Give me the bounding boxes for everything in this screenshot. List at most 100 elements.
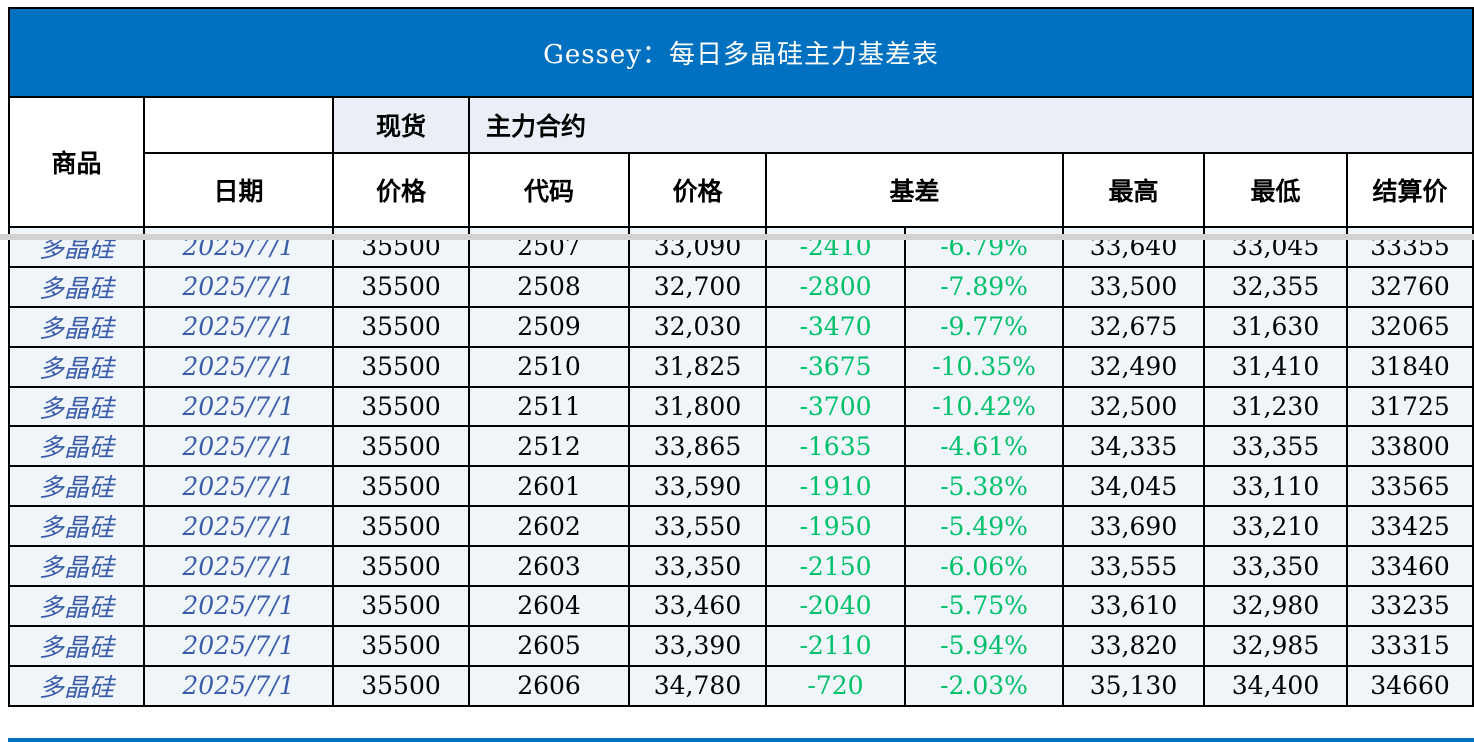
cell-price[interactable]: 33,865 <box>628 425 767 468</box>
cell-date[interactable]: 2025/7/1 <box>143 664 334 707</box>
cell-spot-price[interactable]: 35500 <box>332 265 470 308</box>
cell-basis[interactable]: -3470 <box>765 305 906 348</box>
cell-code[interactable]: 2603 <box>468 545 630 588</box>
header-spot-price[interactable]: 价格 <box>332 152 470 228</box>
header-code[interactable]: 代码 <box>468 152 630 228</box>
cell-date[interactable]: 2025/7/1 <box>143 425 334 468</box>
cell-low[interactable]: 33,210 <box>1203 505 1348 548</box>
cell-code[interactable]: 2602 <box>468 505 630 548</box>
cell-low[interactable]: 31,230 <box>1203 385 1348 428</box>
cell-low[interactable]: 31,410 <box>1203 345 1348 388</box>
cell-basis-pct[interactable]: -5.94% <box>904 624 1064 667</box>
cell-date[interactable]: 2025/7/1 <box>143 385 334 428</box>
cell-high[interactable]: 33,820 <box>1062 624 1205 667</box>
cell-basis-pct[interactable]: -6.06% <box>904 545 1064 588</box>
cell-date[interactable]: 2025/7/1 <box>143 265 334 308</box>
cell-spot-price[interactable]: 35500 <box>332 385 470 428</box>
cell-code[interactable]: 2509 <box>468 305 630 348</box>
cell-settle[interactable]: 33565 <box>1345 465 1474 508</box>
header-high[interactable]: 最高 <box>1062 152 1205 228</box>
cell-price[interactable]: 31,825 <box>628 345 767 388</box>
cell-basis-pct[interactable]: -6.79% <box>904 226 1064 268</box>
cell-commodity[interactable]: 多晶硅 <box>8 425 145 468</box>
cell-settle[interactable]: 32065 <box>1345 305 1474 348</box>
cell-high[interactable]: 33,500 <box>1062 265 1205 308</box>
cell-low[interactable]: 34,400 <box>1203 664 1348 707</box>
cell-settle[interactable]: 33355 <box>1345 226 1474 268</box>
cell-high[interactable]: 33,555 <box>1062 545 1205 588</box>
cell-high[interactable]: 32,675 <box>1062 305 1205 348</box>
header-price[interactable]: 价格 <box>628 152 767 228</box>
cell-low[interactable]: 32,980 <box>1203 585 1348 627</box>
cell-commodity[interactable]: 多晶硅 <box>8 624 145 667</box>
cell-basis[interactable]: -2150 <box>765 545 906 588</box>
cell-commodity[interactable]: 多晶硅 <box>8 664 145 707</box>
header-commodity[interactable]: 商品 <box>8 96 145 228</box>
cell-basis-pct[interactable]: -5.49% <box>904 505 1064 548</box>
cell-basis-pct[interactable]: -10.35% <box>904 345 1064 388</box>
cell-spot-price[interactable]: 35500 <box>332 585 470 627</box>
cell-commodity[interactable]: 多晶硅 <box>8 345 145 388</box>
cell-date[interactable]: 2025/7/1 <box>143 505 334 548</box>
cell-price[interactable]: 33,390 <box>628 624 767 667</box>
cell-code[interactable]: 2512 <box>468 425 630 468</box>
cell-basis[interactable]: -2040 <box>765 585 906 627</box>
cell-settle[interactable]: 33460 <box>1345 545 1474 588</box>
cell-basis[interactable]: -2110 <box>765 624 906 667</box>
cell-low[interactable]: 33,045 <box>1203 226 1348 268</box>
cell-basis[interactable]: -2410 <box>765 226 906 268</box>
cell-spot-price[interactable]: 35500 <box>332 425 470 468</box>
cell-high[interactable]: 32,490 <box>1062 345 1205 388</box>
cell-price[interactable]: 33,090 <box>628 226 767 268</box>
cell-low[interactable]: 32,355 <box>1203 265 1348 308</box>
cell-basis[interactable]: -3675 <box>765 345 906 388</box>
cell-low[interactable]: 32,985 <box>1203 624 1348 667</box>
cell-high[interactable]: 34,335 <box>1062 425 1205 468</box>
cell-price[interactable]: 32,030 <box>628 305 767 348</box>
cell-low[interactable]: 31,630 <box>1203 305 1348 348</box>
cell-price[interactable]: 31,800 <box>628 385 767 428</box>
cell-low[interactable]: 33,355 <box>1203 425 1348 468</box>
cell-price[interactable]: 34,780 <box>628 664 767 707</box>
cell-basis-pct[interactable]: -4.61% <box>904 425 1064 468</box>
cell-low[interactable]: 33,110 <box>1203 465 1348 508</box>
cell-high[interactable]: 34,045 <box>1062 465 1205 508</box>
cell-date[interactable]: 2025/7/1 <box>143 305 334 348</box>
cell-basis[interactable]: -1635 <box>765 425 906 468</box>
cell-basis-pct[interactable]: -7.89% <box>904 265 1064 308</box>
cell-price[interactable]: 33,460 <box>628 585 767 627</box>
cell-price[interactable]: 33,350 <box>628 545 767 588</box>
cell-settle[interactable]: 33425 <box>1345 505 1474 548</box>
cell-spot-price[interactable]: 35500 <box>332 624 470 667</box>
cell-commodity[interactable]: 多晶硅 <box>8 505 145 548</box>
cell-high[interactable]: 33,690 <box>1062 505 1205 548</box>
cell-commodity[interactable]: 多晶硅 <box>8 305 145 348</box>
cell-spot-price[interactable]: 35500 <box>332 505 470 548</box>
cell-commodity[interactable]: 多晶硅 <box>8 226 145 268</box>
cell-basis[interactable]: -3700 <box>765 385 906 428</box>
cell-settle[interactable]: 31840 <box>1345 345 1474 388</box>
cell-date[interactable]: 2025/7/1 <box>143 465 334 508</box>
header-empty-cell[interactable] <box>143 96 334 154</box>
cell-spot-price[interactable]: 35500 <box>332 226 470 268</box>
cell-code[interactable]: 2511 <box>468 385 630 428</box>
cell-high[interactable]: 32,500 <box>1062 385 1205 428</box>
cell-spot-price[interactable]: 35500 <box>332 305 470 348</box>
cell-price[interactable]: 33,550 <box>628 505 767 548</box>
cell-basis[interactable]: -720 <box>765 664 906 707</box>
cell-date[interactable]: 2025/7/1 <box>143 226 334 268</box>
cell-date[interactable]: 2025/7/1 <box>143 345 334 388</box>
cell-code[interactable]: 2510 <box>468 345 630 388</box>
cell-low[interactable]: 33,350 <box>1203 545 1348 588</box>
cell-settle[interactable]: 33235 <box>1345 585 1474 627</box>
cell-spot-price[interactable]: 35500 <box>332 664 470 707</box>
cell-commodity[interactable]: 多晶硅 <box>8 385 145 428</box>
cell-basis[interactable]: -1910 <box>765 465 906 508</box>
header-date[interactable]: 日期 <box>143 152 334 228</box>
header-spot-group[interactable]: 现货 <box>332 96 470 154</box>
cell-settle[interactable]: 32760 <box>1345 265 1474 308</box>
header-settle[interactable]: 结算价 <box>1345 152 1474 228</box>
cell-commodity[interactable]: 多晶硅 <box>8 545 145 588</box>
cell-spot-price[interactable]: 35500 <box>332 545 470 588</box>
cell-commodity[interactable]: 多晶硅 <box>8 265 145 308</box>
